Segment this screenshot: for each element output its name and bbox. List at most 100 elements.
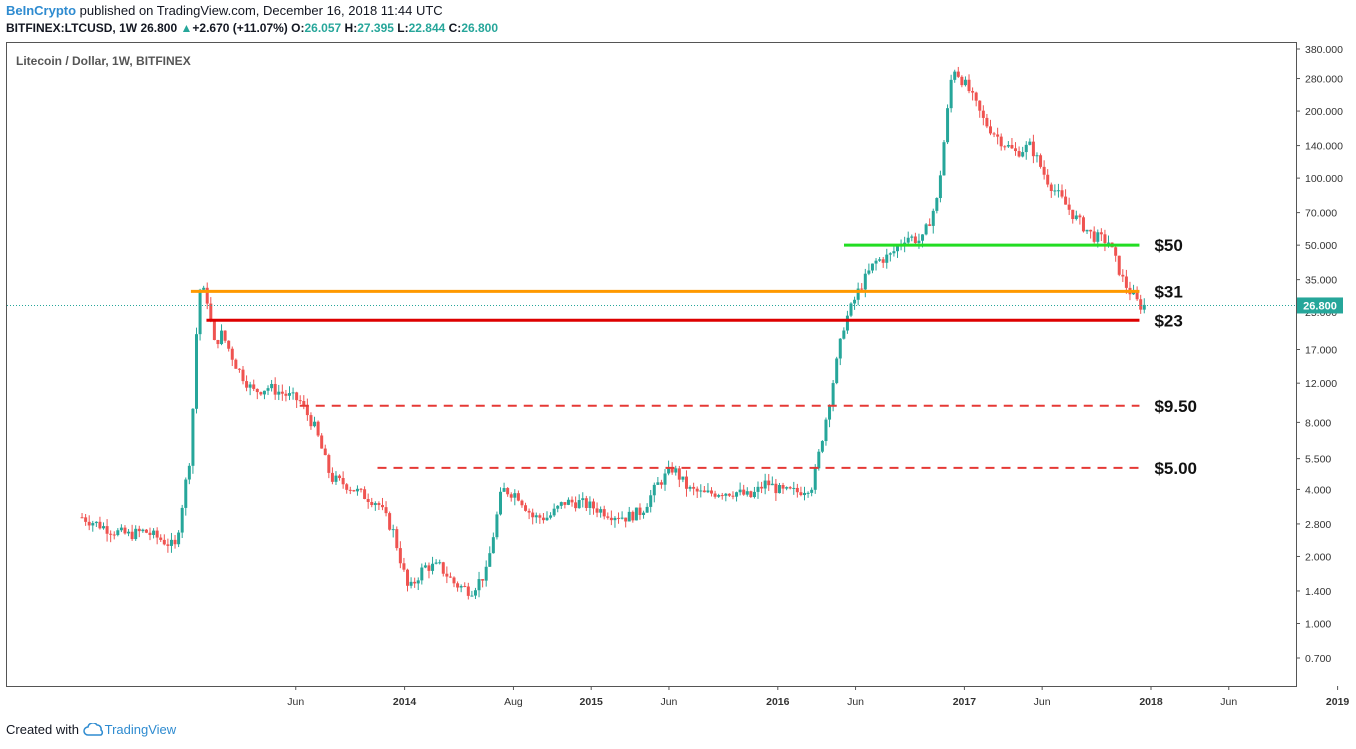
candle-body [202,287,206,290]
candle-body [316,421,320,436]
publisher-name[interactable]: BeInCrypto [6,3,77,18]
candle-body [702,490,706,493]
candle-body [1064,196,1068,205]
candle-body [595,508,599,513]
candle-body [431,563,435,571]
candle-body [659,482,663,485]
candle-body [119,527,123,531]
candle-body [1096,232,1100,242]
candle-body [434,562,438,564]
candle-body [810,489,814,493]
candle-body [166,544,170,546]
candle-body [667,467,671,474]
close-label: C: [448,21,462,35]
candle-body [1103,234,1107,244]
candle-body [853,299,857,304]
candle-body [148,532,152,535]
candle-body [363,489,367,500]
candle-body [935,198,939,211]
candle-body [87,521,91,526]
candle-body [663,473,667,485]
candle-body [194,334,198,409]
candle-body [828,406,832,420]
candle-body [516,493,520,501]
candle-body [477,579,481,591]
candle-body [820,441,824,452]
candle-body [878,259,882,261]
candle-body [1124,276,1128,288]
x-tick-label: Jun [660,696,677,708]
candle-body [463,586,467,588]
candle-body [770,483,774,486]
candle-body [80,517,84,519]
candle-body [895,246,899,252]
candle-body [438,562,442,564]
created-with-text: Created with [6,722,79,737]
candle-body [956,71,960,77]
candle-body [473,590,477,596]
candle-body [1028,141,1032,145]
candle-body [334,475,338,482]
candle-body [287,393,291,396]
tradingview-link[interactable]: TradingView [104,722,177,737]
up-arrow-icon: ▲ [180,21,193,35]
candle-body [870,263,874,271]
candle-body [931,210,935,226]
candle-body [1078,215,1082,218]
candle-body [212,320,216,340]
candle-body [230,348,234,360]
candle-body [341,478,345,485]
level-label: $31 [1154,282,1182,301]
current-price-tag-text: 26.800 [1303,300,1337,312]
candle-body [220,330,224,345]
candle-body [881,259,885,263]
candle-body [967,79,971,92]
candle-body [237,368,241,370]
candle-body [727,493,731,496]
candle-body [309,415,313,427]
candle-body [863,273,867,290]
y-tick-label: 5.500 [1305,454,1331,466]
candle-body [420,567,424,581]
tradingview-cloud-icon [82,722,103,736]
candle-body [649,495,653,507]
candle-body [398,548,402,564]
candle-body [481,579,485,581]
candle-body [752,491,756,498]
x-tick-label: 2015 [580,696,604,708]
candle-body [327,455,331,473]
chart-title: Litecoin / Dollar, 1W, BITFINEX [16,54,191,68]
candle-body [330,472,334,482]
candle-body [706,490,710,493]
candle-body [1074,215,1078,220]
candle-body [738,489,742,493]
candle-body [842,330,846,339]
candle-body [574,502,578,509]
candle-body [302,401,306,406]
candle-body [677,468,681,480]
candle-body [109,533,113,535]
candle-body [552,508,556,516]
candle-body [692,486,696,489]
change-value: +2.670 (+11.07%) [192,21,288,35]
candle-body [499,491,503,515]
x-tick-label: Aug [504,696,523,708]
candle-body [617,517,621,519]
candle-body [599,509,603,513]
candle-body [491,537,495,554]
candle-body [1121,274,1125,277]
candle-body [488,553,492,567]
candle-body [520,500,524,506]
candle-body [534,515,538,518]
candle-body [777,485,781,494]
candle-body [763,480,767,489]
candle-body [141,529,145,532]
y-tick-label: 1.000 [1305,619,1331,631]
candle-body [591,501,595,509]
candle-body [577,500,581,509]
candle-body [366,499,370,502]
candle-body [566,499,570,505]
y-tick-label: 50.000 [1305,240,1337,252]
candle-body [162,539,166,545]
